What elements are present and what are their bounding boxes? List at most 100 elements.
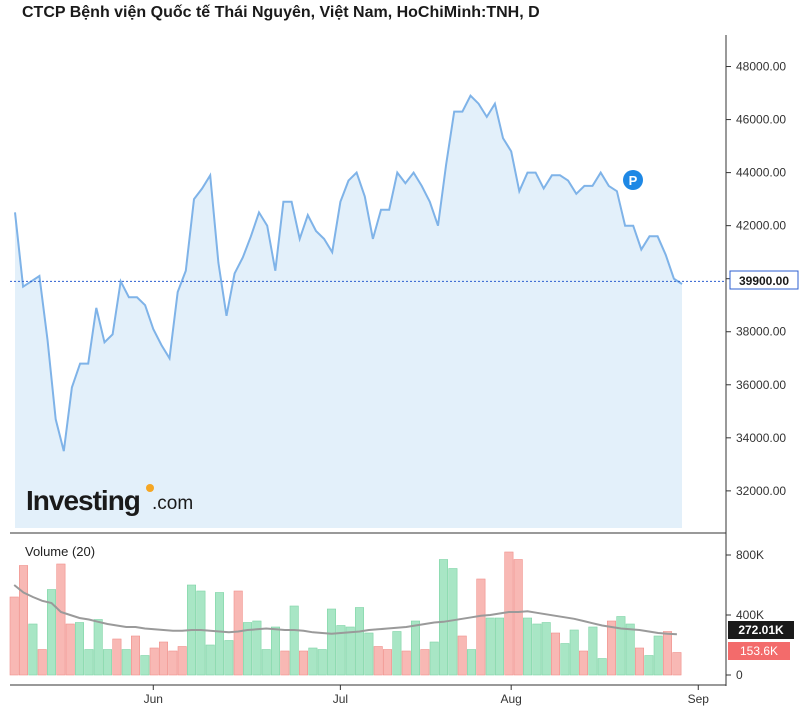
volume-ma-line (13, 584, 677, 636)
price-tick-label: 48000.00 (736, 60, 786, 74)
volume-label: Volume (20) (25, 544, 95, 559)
volume-ma-badge-label: 272.01K (738, 623, 784, 637)
volume-bar (103, 649, 113, 676)
volume-bar (578, 650, 588, 676)
volume-tick-label: 800K (736, 548, 764, 562)
volume-ma-series (13, 584, 677, 636)
volume-bar (550, 632, 560, 676)
volume-bar (317, 649, 327, 676)
price-tick-label: 44000.00 (736, 166, 786, 180)
time-tick-label: Jul (333, 692, 348, 706)
marker-badge[interactable]: P (623, 170, 643, 190)
volume-bar (280, 650, 290, 676)
price-tick-label: 32000.00 (736, 484, 786, 498)
volume-bar (410, 620, 420, 676)
last-volume-badge-label: 153.6K (740, 644, 778, 658)
volume-bar (616, 616, 626, 676)
volume-bar (485, 617, 495, 676)
volume-bar (65, 623, 75, 676)
volume-bar (345, 626, 355, 676)
price-tick-label: 38000.00 (736, 325, 786, 339)
price-series-line (14, 94, 683, 452)
volume-bar (466, 649, 476, 676)
volume-bar (653, 635, 663, 676)
time-tick-label: Jun (144, 692, 163, 706)
volume-bar (37, 649, 47, 676)
volume-bar (308, 647, 318, 676)
volume-tick-label: 400K (736, 608, 764, 622)
price-tick-label: 42000.00 (736, 219, 786, 233)
volume-bar (84, 649, 94, 676)
volume-bar (401, 650, 411, 676)
volume-bar (252, 620, 262, 676)
investing-logo: Investing .com (26, 484, 193, 516)
volume-bar (298, 650, 308, 676)
price-tick-label: 46000.00 (736, 113, 786, 127)
volume-bar (382, 649, 392, 676)
volume-bar (243, 622, 253, 676)
volume-bar (644, 655, 654, 676)
volume-bar (233, 590, 243, 676)
volume-bar (140, 655, 150, 676)
volume-bar (606, 620, 616, 676)
volume-bar (588, 626, 598, 676)
time-tick-label: Sep (688, 692, 710, 706)
price-tick-label: 34000.00 (736, 431, 786, 445)
price-area-fill (15, 95, 682, 528)
last-volume-badge: 153.6K (728, 642, 790, 660)
volume-bars (9, 551, 682, 676)
volume-ma-badge-bg (728, 621, 794, 639)
price-tick-label: 36000.00 (736, 378, 786, 392)
svg-text:.com: .com (152, 493, 193, 514)
volume-bar (121, 649, 131, 676)
volume-tick-label: 0 (736, 668, 743, 682)
volume-bar (541, 622, 551, 676)
volume-bar (457, 635, 467, 676)
volume-bar (476, 578, 486, 676)
volume-bar (112, 638, 122, 676)
last-price-badge-bg (729, 270, 799, 290)
volume-bar (504, 551, 514, 676)
volume-ma-badge: 272.01K (728, 621, 794, 639)
volume-bar (131, 635, 141, 676)
volume-bar (429, 641, 439, 676)
volume-bar (522, 617, 532, 676)
volume-bar (569, 629, 579, 676)
volume-bar (159, 641, 169, 676)
volume-bar (392, 631, 402, 676)
time-tick-label: Aug (501, 692, 522, 706)
logo-dot-icon (146, 484, 154, 492)
volume-bar (494, 617, 504, 676)
last-price-badge: 39900.00 (729, 270, 799, 290)
price-line (14, 94, 683, 452)
volume-bar (336, 625, 346, 676)
volume-bar (46, 589, 56, 676)
last-volume-badge-bg (728, 642, 790, 660)
svg-text:Investing: Investing (26, 485, 140, 516)
volume-bar (205, 644, 215, 676)
volume-bar (373, 646, 383, 676)
volume-bar (625, 623, 635, 676)
volume-bar (75, 622, 85, 676)
volume-bar (149, 647, 159, 676)
volume-bar (196, 590, 206, 676)
volume-bar (261, 649, 271, 676)
volume-bar (56, 563, 66, 676)
volume-bar (177, 646, 187, 676)
volume-bar (18, 565, 28, 676)
volume-bar (597, 658, 607, 676)
volume-bar (270, 626, 280, 676)
price-axis-ticks: 48000.0046000.0044000.0042000.0040000.00… (726, 60, 786, 498)
marker-label: P (629, 173, 638, 188)
chart-title: CTCP Bệnh viện Quốc tế Thái Nguyên, Việt… (22, 4, 540, 21)
volume-bar (513, 559, 523, 676)
volume-bar (634, 647, 644, 676)
volume-bar (662, 631, 672, 676)
last-price-badge-label: 39900.00 (739, 274, 789, 288)
marker-circle[interactable] (623, 170, 643, 190)
volume-bar (224, 640, 234, 676)
volume-bar (93, 619, 103, 676)
volume-bar (364, 632, 374, 676)
price-area (15, 95, 682, 528)
